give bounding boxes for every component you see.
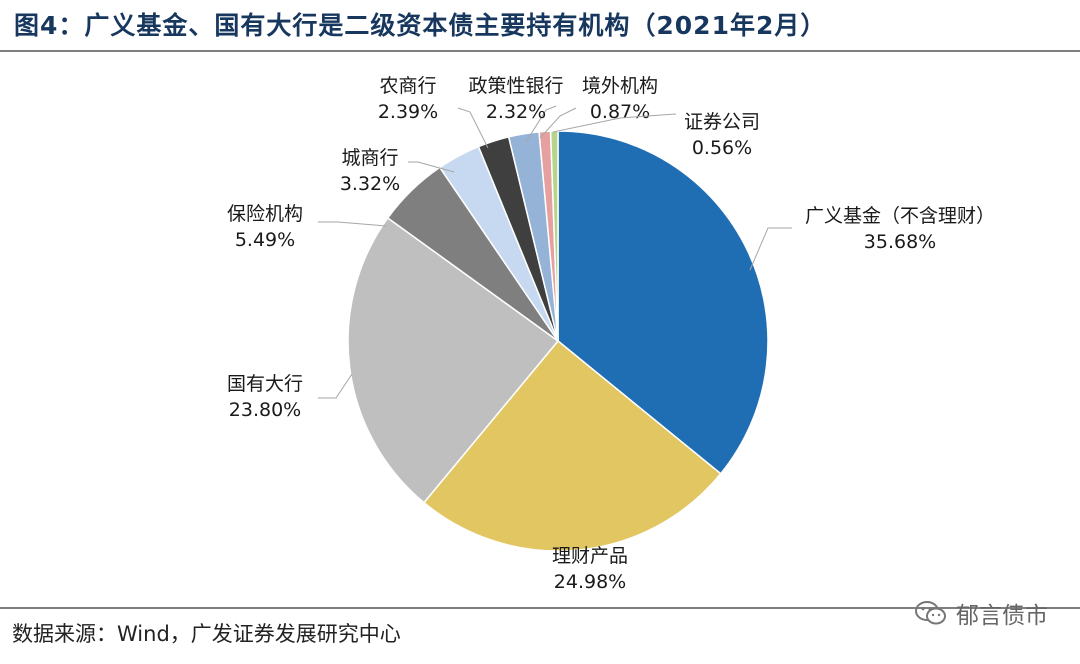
leader-line bbox=[318, 373, 353, 399]
slice-value-label: 23.80% bbox=[229, 399, 301, 421]
leader-line bbox=[318, 221, 387, 227]
leader-line bbox=[749, 227, 792, 271]
leader-line bbox=[457, 107, 489, 149]
bottom-divider bbox=[0, 607, 1080, 609]
leader-line bbox=[525, 105, 557, 143]
slice-name-label: 境外机构 bbox=[582, 75, 658, 97]
slice-name-label: 证券公司 bbox=[684, 111, 760, 133]
slice-value-label: 5.49% bbox=[235, 229, 295, 251]
slice-value-label: 2.32% bbox=[486, 101, 546, 123]
slice-name-label: 广义基金（不含理财） bbox=[805, 205, 995, 227]
slice-name-label: 农商行 bbox=[379, 75, 436, 97]
pie-slice bbox=[557, 130, 769, 475]
pie-chart: 广义基金（不含理财） 35.68% 理财产品 24.98% 国有大行 23.80% 保险机构… bbox=[227, 75, 995, 593]
slice-name-label: 理财产品 bbox=[552, 545, 628, 567]
leader-line bbox=[408, 161, 455, 173]
slice-value-label: 3.32% bbox=[340, 173, 400, 195]
wechat-icon bbox=[915, 601, 946, 625]
slice-value-label: 35.68% bbox=[864, 231, 936, 253]
top-divider bbox=[0, 50, 1080, 52]
leader-line bbox=[552, 113, 677, 133]
watermark: 郁言债市 bbox=[914, 596, 1048, 630]
leader-line bbox=[539, 107, 577, 139]
slice-value-label: 0.56% bbox=[692, 137, 752, 159]
watermark-text: 郁言债市 bbox=[956, 603, 1048, 629]
slice-name-label: 政策性银行 bbox=[468, 75, 563, 97]
slice-value-label: 2.39% bbox=[378, 101, 438, 123]
slice-name-label: 国有大行 bbox=[227, 373, 303, 395]
chart-title: 图4：广义基金、国有大行是二级资本债主要持有机构（2021年2月） bbox=[14, 11, 827, 40]
slice-name-label: 城商行 bbox=[341, 147, 398, 169]
slice-value-label: 24.98% bbox=[554, 571, 626, 593]
slice-name-label: 保险机构 bbox=[227, 203, 303, 225]
data-source-note: 数据来源：Wind，广发证券发展研究中心 bbox=[12, 622, 401, 646]
pie-slice bbox=[422, 339, 722, 552]
pie-slice bbox=[347, 216, 560, 504]
slice-value-label: 0.87% bbox=[590, 101, 650, 123]
